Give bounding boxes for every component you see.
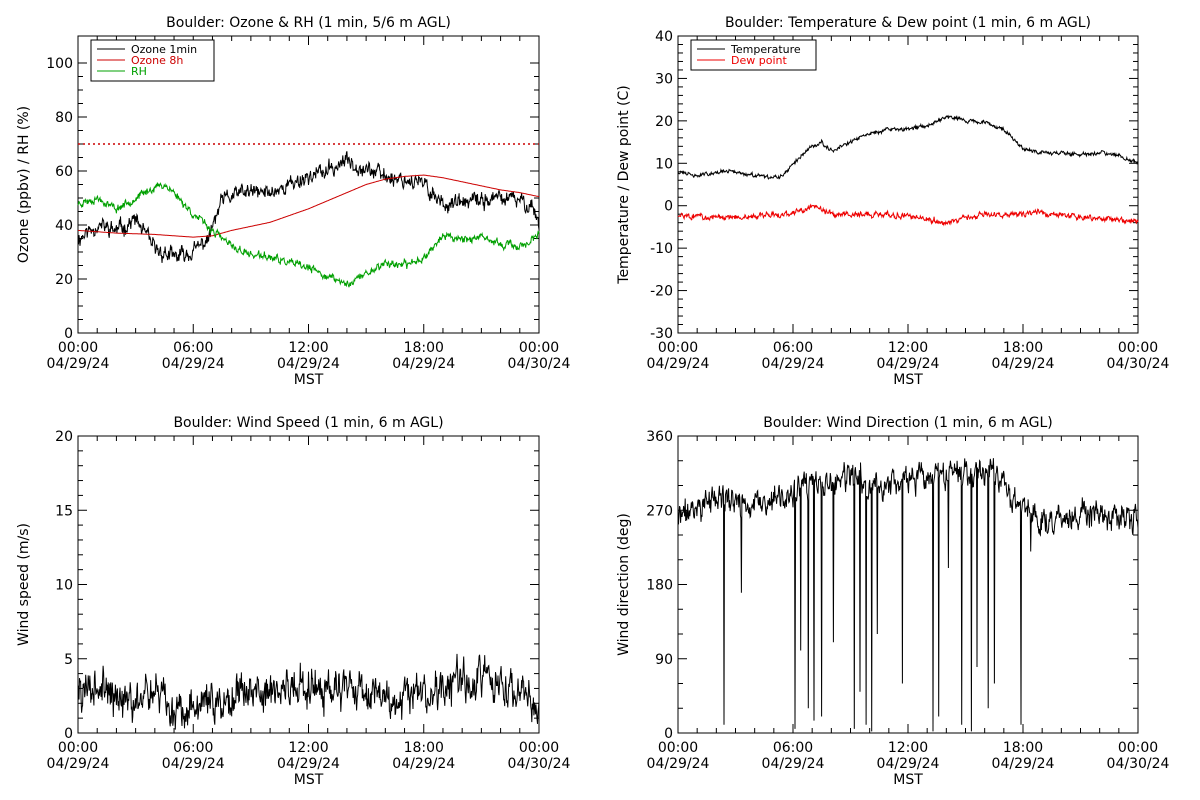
x-tick-time-label: 18:00 xyxy=(1003,340,1043,356)
x-tick-time-label: 00:00 xyxy=(1118,740,1158,756)
y-tick-label: 10 xyxy=(655,156,673,172)
y-tick-label: 20 xyxy=(55,272,73,288)
x-tick-time-label: 18:00 xyxy=(404,340,444,356)
y-tick-label: 270 xyxy=(646,503,673,519)
temperature-dewpoint-panel: Boulder: Temperature & Dew point (1 min,… xyxy=(616,15,1170,388)
series-line-ozone-1min xyxy=(77,151,540,263)
legend-label: Ozone 8h xyxy=(131,54,183,67)
x-tick-date-label: 04/29/24 xyxy=(647,756,710,772)
x-tick-date-label: 04/29/24 xyxy=(762,756,825,772)
x-tick-time-label: 18:00 xyxy=(1003,740,1043,756)
y-tick-label: 15 xyxy=(55,503,73,519)
x-tick-date-label: 04/29/24 xyxy=(992,356,1055,372)
x-axis-label: MST xyxy=(893,372,923,388)
x-axis-label: MST xyxy=(294,772,324,788)
y-tick-label: 0 xyxy=(664,726,673,742)
legend-label: Ozone 1min xyxy=(131,43,197,56)
y-tick-label: -20 xyxy=(650,284,673,300)
x-tick-date-label: 04/30/24 xyxy=(508,756,571,772)
x-tick-time-label: 18:00 xyxy=(404,740,444,756)
y-tick-label: 20 xyxy=(55,429,73,445)
x-axis-label: MST xyxy=(893,772,923,788)
chart-title: Boulder: Wind Speed (1 min, 6 m AGL) xyxy=(173,415,443,431)
y-tick-label: 60 xyxy=(55,164,73,180)
chart-title: Boulder: Wind Direction (1 min, 6 m AGL) xyxy=(763,415,1052,431)
series-line-dew-point xyxy=(677,203,1139,227)
y-tick-label: 0 xyxy=(664,199,673,215)
x-tick-time-label: 06:00 xyxy=(173,740,213,756)
x-tick-time-label: 00:00 xyxy=(519,740,559,756)
x-tick-date-label: 04/29/24 xyxy=(162,756,225,772)
x-tick-date-label: 04/30/24 xyxy=(1107,756,1170,772)
x-axis-label: MST xyxy=(294,372,324,388)
legend-label: Dew point xyxy=(731,54,787,67)
y-tick-label: -10 xyxy=(650,241,673,257)
x-tick-date-label: 04/30/24 xyxy=(1107,356,1170,372)
y-tick-label: 100 xyxy=(46,56,73,72)
series-line-temperature xyxy=(677,114,1139,180)
x-tick-time-label: 12:00 xyxy=(888,740,928,756)
y-tick-label: 90 xyxy=(655,652,673,668)
y-axis-label: Wind speed (m/s) xyxy=(16,523,32,646)
legend-box xyxy=(690,39,817,71)
chart-title: Boulder: Ozone & RH (1 min, 5/6 m AGL) xyxy=(166,15,451,31)
y-tick-label: 360 xyxy=(646,429,673,445)
x-tick-time-label: 06:00 xyxy=(773,740,813,756)
x-tick-date-label: 04/29/24 xyxy=(277,356,340,372)
y-tick-label: 30 xyxy=(655,71,673,87)
y-axis-label: Wind direction (deg) xyxy=(616,513,632,656)
wind-speed-panel: Boulder: Wind Speed (1 min, 6 m AGL) 0 5 10… xyxy=(16,415,571,788)
y-tick-label: 0 xyxy=(64,326,73,342)
y-tick-label: 40 xyxy=(55,218,73,234)
wind-direction-panel: Boulder: Wind Direction (1 min, 6 m AGL)… xyxy=(616,415,1170,788)
x-tick-date-label: 04/29/24 xyxy=(277,756,340,772)
x-tick-time-label: 00:00 xyxy=(519,340,559,356)
x-tick-time-label: 06:00 xyxy=(773,340,813,356)
x-tick-date-label: 04/29/24 xyxy=(877,756,940,772)
y-tick-label: 5 xyxy=(64,652,73,668)
series-line-ozone-8h xyxy=(78,174,540,238)
plot-frame xyxy=(677,35,1139,334)
legend-label: Temperature xyxy=(730,43,801,56)
y-tick-label: 20 xyxy=(655,114,673,130)
x-tick-time-label: 00:00 xyxy=(658,740,698,756)
x-tick-date-label: 04/29/24 xyxy=(992,756,1055,772)
y-tick-label: 0 xyxy=(64,726,73,742)
y-tick-label: 40 xyxy=(655,29,673,45)
x-tick-time-label: 00:00 xyxy=(58,340,98,356)
x-tick-time-label: 12:00 xyxy=(288,740,328,756)
legend-label: RH xyxy=(131,65,147,78)
y-tick-label: -30 xyxy=(650,326,673,342)
x-tick-time-label: 12:00 xyxy=(288,340,328,356)
y-tick-label: 180 xyxy=(646,578,673,594)
x-tick-time-label: 12:00 xyxy=(888,340,928,356)
x-tick-time-label: 00:00 xyxy=(58,740,98,756)
x-tick-date-label: 04/29/24 xyxy=(392,356,455,372)
ozone-rh-panel: Boulder: Ozone & RH (1 min, 5/6 m AGL) 0 2… xyxy=(16,15,571,388)
series-line-3 xyxy=(677,458,1139,732)
x-tick-date-label: 04/29/24 xyxy=(162,356,225,372)
y-tick-label: 80 xyxy=(55,110,73,126)
x-tick-date-label: 04/29/24 xyxy=(877,356,940,372)
x-tick-date-label: 04/29/24 xyxy=(47,756,110,772)
series-line-2 xyxy=(77,653,540,730)
x-tick-time-label: 00:00 xyxy=(1118,340,1158,356)
y-tick-label: 10 xyxy=(55,578,73,594)
chart-title: Boulder: Temperature & Dew point (1 min,… xyxy=(725,15,1091,31)
series-line-rh xyxy=(77,182,540,288)
x-tick-date-label: 04/30/24 xyxy=(508,356,571,372)
x-tick-time-label: 06:00 xyxy=(173,340,213,356)
y-axis-label: Temperature / Dew point (C) xyxy=(616,85,632,284)
x-tick-date-label: 04/29/24 xyxy=(47,356,110,372)
x-tick-date-label: 04/29/24 xyxy=(392,756,455,772)
x-tick-date-label: 04/29/24 xyxy=(762,356,825,372)
x-tick-time-label: 00:00 xyxy=(658,340,698,356)
y-axis-label: Ozone (ppbv) / RH (%) xyxy=(16,106,32,263)
x-tick-date-label: 04/29/24 xyxy=(647,356,710,372)
